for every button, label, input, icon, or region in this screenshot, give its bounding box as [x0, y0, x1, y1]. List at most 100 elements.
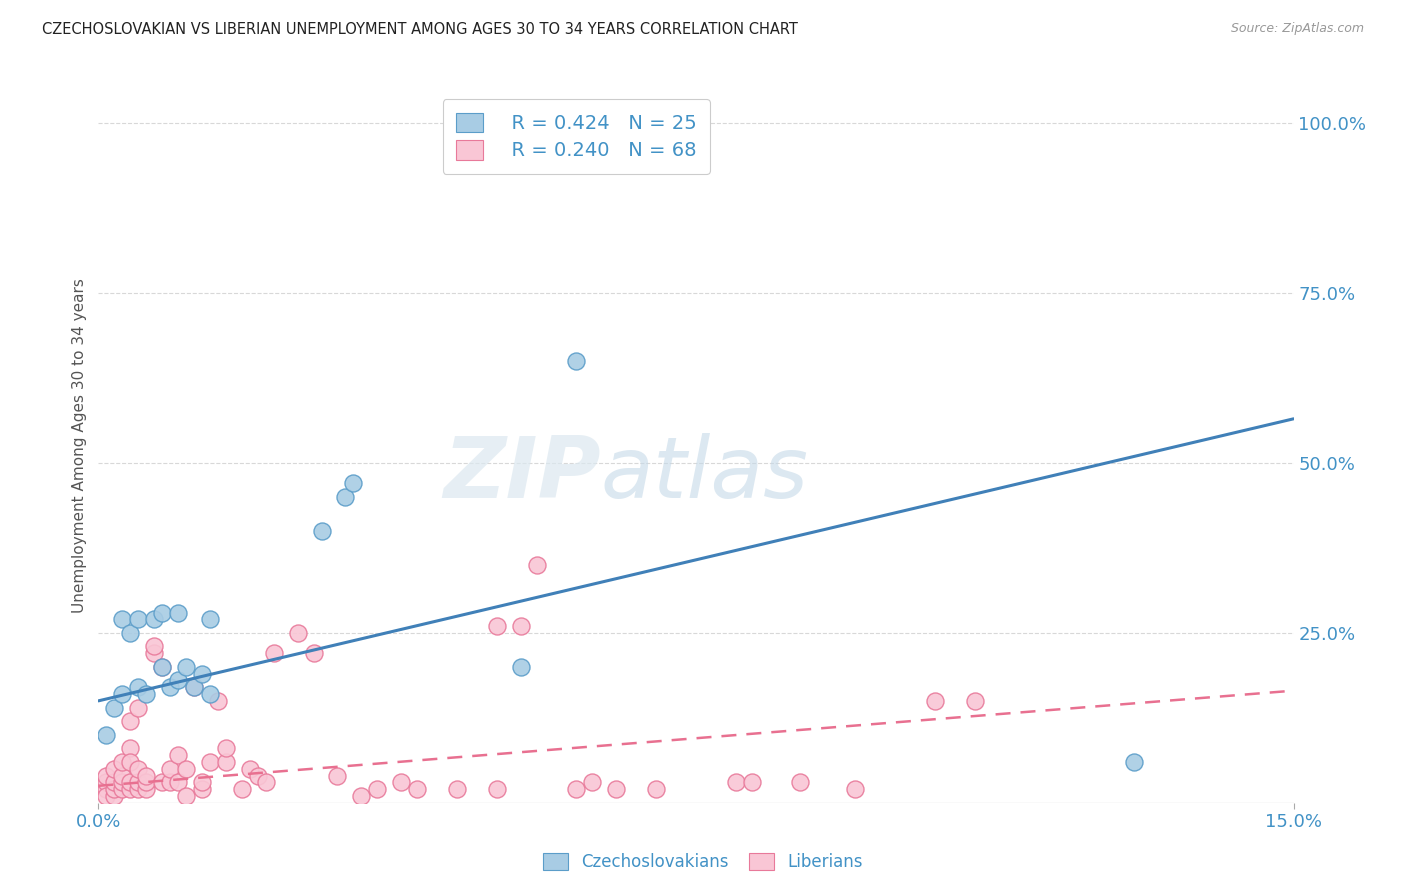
Point: [103, 700, 125, 714]
Point: [135, 769, 157, 783]
Point: [198, 612, 221, 626]
Point: [150, 660, 173, 674]
Point: [183, 680, 205, 694]
Point: [120, 755, 142, 769]
Point: [135, 687, 157, 701]
Point: [191, 775, 214, 789]
Point: [246, 769, 269, 783]
Point: [96, 782, 118, 797]
Point: [159, 775, 181, 789]
Point: [127, 775, 149, 789]
Point: [111, 755, 134, 769]
Point: [120, 714, 142, 729]
Point: [127, 762, 149, 776]
Point: [342, 476, 364, 491]
Point: [350, 789, 373, 803]
Point: [127, 700, 149, 714]
Legend: Czechoslovakians, Liberians: Czechoslovakians, Liberians: [534, 845, 872, 880]
Point: [127, 782, 149, 797]
Point: [96, 728, 118, 742]
Point: [143, 640, 166, 654]
Y-axis label: Unemployment Among Ages 30 to 34 years: Unemployment Among Ages 30 to 34 years: [72, 278, 87, 614]
Point: [215, 741, 238, 756]
Point: [103, 775, 125, 789]
Point: [96, 769, 118, 783]
Point: [446, 782, 468, 797]
Point: [111, 612, 134, 626]
Point: [120, 782, 142, 797]
Point: [526, 558, 548, 572]
Point: [150, 606, 173, 620]
Point: [198, 755, 221, 769]
Point: [844, 782, 866, 797]
Text: ZIP: ZIP: [443, 433, 600, 516]
Point: [111, 782, 134, 797]
Text: atlas: atlas: [600, 433, 808, 516]
Point: [135, 782, 157, 797]
Point: [198, 687, 221, 701]
Point: [389, 775, 412, 789]
Point: [183, 680, 205, 694]
Point: [96, 789, 118, 803]
Point: [509, 660, 531, 674]
Point: [167, 673, 190, 688]
Text: CZECHOSLOVAKIAN VS LIBERIAN UNEMPLOYMENT AMONG AGES 30 TO 34 YEARS CORRELATION C: CZECHOSLOVAKIAN VS LIBERIAN UNEMPLOYMENT…: [42, 22, 799, 37]
Point: [565, 782, 588, 797]
Point: [135, 775, 157, 789]
Point: [326, 769, 349, 783]
Point: [565, 354, 588, 368]
Point: [103, 762, 125, 776]
Point: [127, 612, 149, 626]
Point: [366, 782, 388, 797]
Text: Source: ZipAtlas.com: Source: ZipAtlas.com: [1230, 22, 1364, 36]
Point: [103, 789, 125, 803]
Legend:   R = 0.424   N = 25,   R = 0.240   N = 68: R = 0.424 N = 25, R = 0.240 N = 68: [443, 99, 710, 174]
Point: [605, 782, 627, 797]
Point: [287, 626, 309, 640]
Point: [159, 762, 181, 776]
Point: [120, 775, 142, 789]
Point: [581, 775, 603, 789]
Point: [103, 782, 125, 797]
Point: [127, 680, 149, 694]
Point: [406, 782, 429, 797]
Point: [789, 775, 811, 789]
Point: [191, 782, 214, 797]
Point: [111, 769, 134, 783]
Point: [143, 612, 166, 626]
Point: [120, 741, 142, 756]
Point: [509, 619, 531, 633]
Point: [207, 694, 229, 708]
Point: [167, 606, 190, 620]
Point: [167, 775, 190, 789]
Point: [485, 782, 508, 797]
Point: [174, 660, 197, 674]
Point: [724, 775, 747, 789]
Point: [485, 619, 508, 633]
Point: [302, 646, 325, 660]
Point: [191, 666, 214, 681]
Point: [263, 646, 285, 660]
Point: [159, 680, 181, 694]
Point: [174, 789, 197, 803]
Point: [924, 694, 946, 708]
Point: [167, 748, 190, 763]
Point: [311, 524, 333, 538]
Point: [1123, 755, 1146, 769]
Point: [335, 490, 357, 504]
Point: [741, 775, 763, 789]
Point: [150, 660, 173, 674]
Point: [96, 775, 118, 789]
Point: [120, 626, 142, 640]
Point: [174, 762, 197, 776]
Point: [254, 775, 277, 789]
Point: [963, 694, 986, 708]
Point: [231, 782, 253, 797]
Point: [645, 782, 668, 797]
Point: [239, 762, 262, 776]
Point: [215, 755, 238, 769]
Point: [111, 687, 134, 701]
Point: [111, 775, 134, 789]
Point: [143, 646, 166, 660]
Point: [150, 775, 173, 789]
